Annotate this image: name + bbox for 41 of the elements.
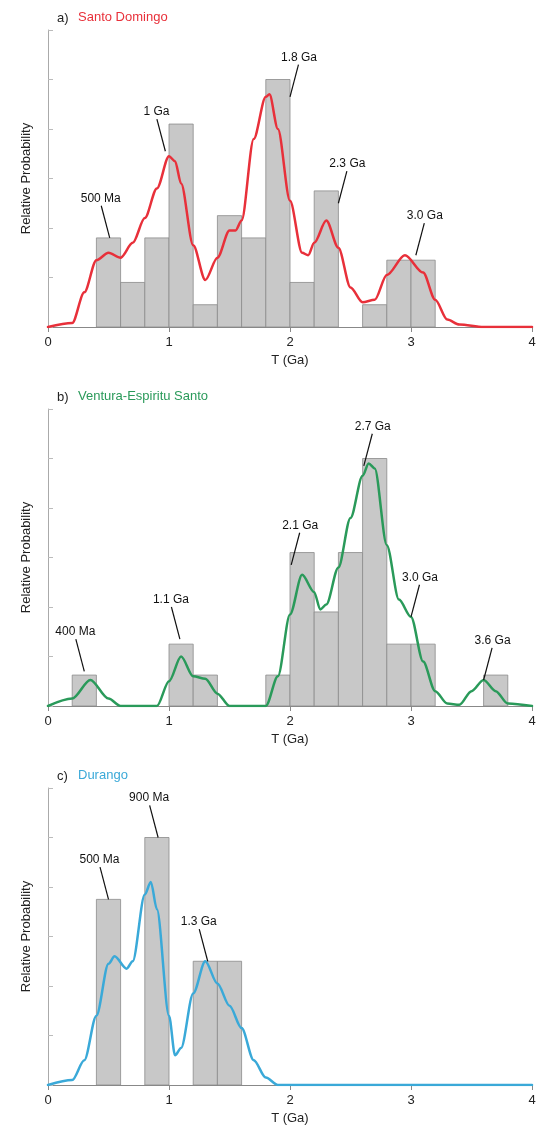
x-tick-label: 3 (407, 713, 415, 728)
text: Durango (78, 766, 128, 782)
annotation: 2.1 Ga (282, 517, 319, 532)
x-axis-title: T (Ga) (271, 351, 309, 367)
annotation: 3.6 Ga (474, 632, 511, 647)
y-axis-title: Relative Probability (18, 122, 33, 235)
x-tick-label: 3 (407, 1092, 415, 1107)
annotation: 1.8 Ga (280, 49, 318, 64)
x-tick-label: 4 (528, 713, 536, 728)
annotation: 1 Ga (143, 104, 170, 119)
annotation: 500 Ma (79, 852, 120, 867)
chart-title: c) (57, 768, 68, 783)
x-tick-label: 1 (165, 713, 173, 728)
y-axis-title: Relative Probability (18, 501, 33, 614)
annotation: 3.0 Ga (401, 569, 439, 584)
annotation: 3.0 Ga (406, 208, 444, 223)
chart-title: b) (57, 389, 69, 404)
annotation: 500 Ma (80, 190, 122, 205)
chart-title: a) (57, 10, 69, 25)
annotation: 400 Ma (55, 624, 96, 639)
x-tick-label: 2 (286, 1092, 294, 1107)
annotation: 1.1 Ga (152, 592, 190, 607)
x-axis-title: T (Ga) (271, 730, 309, 746)
y-axis-title: Relative Probability (18, 880, 33, 993)
annotation: 2.3 Ga (329, 156, 366, 171)
x-tick-label: 0 (44, 1092, 52, 1107)
x-tick-label: 2 (286, 334, 294, 349)
x-tick-label: 1 (165, 1092, 173, 1107)
annotation: 900 Ma (129, 790, 170, 805)
x-tick-label: 4 (528, 1092, 536, 1107)
x-tick-label: 1 (165, 334, 173, 349)
annotation: 1.3 Ga (180, 914, 218, 929)
x-axis-title: T (Ga) (271, 1109, 309, 1125)
annotation: 2.7 Ga (354, 418, 392, 433)
x-tick-label: 4 (528, 334, 536, 349)
x-tick-label: 0 (44, 713, 52, 728)
x-tick-label: 2 (286, 713, 294, 728)
text: Ventura-Espiritu Santo (78, 387, 209, 403)
x-tick-label: 0 (44, 334, 52, 349)
text: Santo Domingo (78, 8, 168, 24)
x-tick-label: 3 (407, 334, 415, 349)
